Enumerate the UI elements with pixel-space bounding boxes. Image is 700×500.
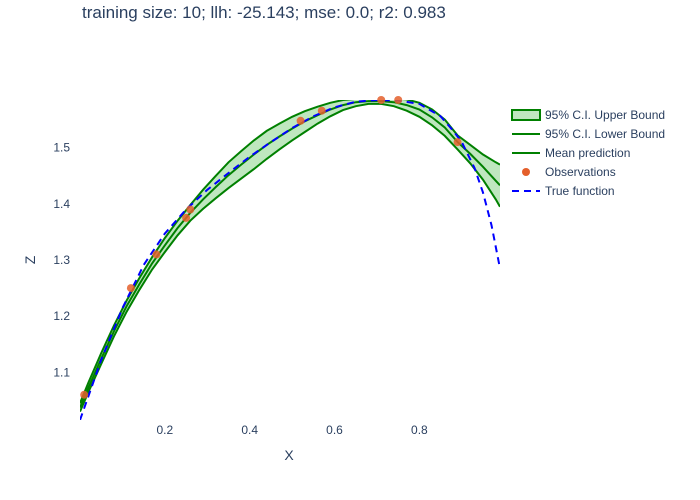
observation-point [186,205,195,214]
legend-label-95-c-i-lower-bound: 95% C.I. Lower Bound [545,127,665,141]
observation-point [80,390,89,399]
x-tick-label: 0.8 [411,423,428,437]
legend-swatch-95-c-i-upper-bound [511,109,541,121]
legend-swatch-observations [522,168,530,176]
legend: 95% C.I. Upper Bound 95% C.I. Lower Bound… [511,108,665,198]
observation-point [453,138,462,147]
series-line-95-c-i-upper-bound [80,100,500,404]
series-line-true-function [80,100,500,420]
y-axis-label: Z [22,255,38,264]
observation-point [296,116,305,125]
series-line-95-c-i-lower-bound [80,102,500,412]
x-tick-label: 0.2 [156,423,173,437]
series-line-mean-prediction [80,100,500,408]
y-tick-label: 1.2 [53,309,70,323]
ci-band [80,100,500,412]
y-tick-label: 1.1 [53,365,70,379]
observation-point [126,284,135,293]
legend-label-observations: Observations [545,165,616,179]
x-tick-label: 0.6 [326,423,343,437]
x-tick-label: 0.4 [241,423,258,437]
legend-label-true-function: True function [545,184,615,198]
y-tick-label: 1.5 [53,141,70,155]
observation-point [182,213,191,222]
observation-point [377,96,386,104]
y-tick-label: 1.3 [53,253,70,267]
legend-label-mean-prediction: Mean prediction [545,146,630,160]
y-tick-label: 1.4 [53,197,70,211]
legend-label-95-c-i-upper-bound: 95% C.I. Upper Bound [545,108,665,122]
observation-point [394,96,403,104]
observation-point [152,250,161,259]
chart-title: training size: 10; llh: -25.143; mse: 0.… [82,3,446,22]
observation-point [317,106,326,115]
x-axis-label: X [284,447,294,463]
